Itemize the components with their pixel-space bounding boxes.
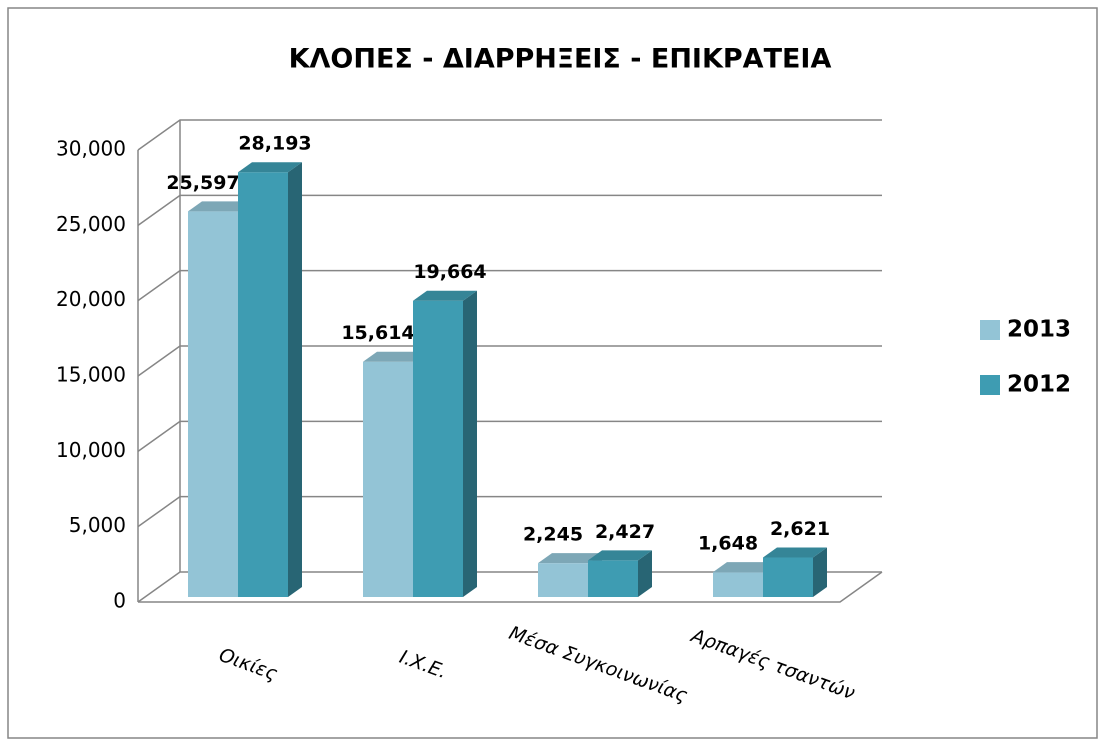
data-label: 19,664 (413, 261, 486, 283)
y-tick-label: 0 (113, 589, 126, 613)
bar-top (188, 201, 252, 212)
chart-border (7, 7, 1098, 739)
grid-line (137, 194, 882, 226)
legend-label: 2012 (1007, 372, 1071, 398)
bar-front (188, 211, 238, 597)
grid-line (137, 269, 882, 302)
bar-top (588, 550, 652, 561)
bar-top (363, 351, 427, 362)
y-tick-label: 30,000 (56, 137, 126, 161)
legend-swatch (980, 375, 1000, 395)
bar-side (813, 547, 827, 597)
grid-line (137, 495, 882, 528)
bar-side (463, 290, 477, 597)
bar-front (363, 361, 413, 597)
bar-front (238, 172, 288, 597)
data-label: 2,245 (523, 524, 583, 546)
bar-top (413, 290, 477, 301)
bar-top (538, 553, 602, 564)
data-label: 1,648 (698, 533, 758, 555)
bar-top (763, 547, 827, 558)
bar-side (638, 550, 652, 597)
data-label: 15,614 (341, 322, 414, 344)
y-tick-label: 15,000 (56, 363, 126, 387)
floor (138, 571, 883, 603)
legend-swatch (980, 320, 1000, 340)
data-label: 2,621 (770, 518, 830, 540)
data-label: 25,597 (166, 172, 239, 194)
bar-front (763, 557, 813, 597)
grid-line (137, 345, 882, 377)
bar-front (413, 300, 463, 597)
y-tick-label: 5,000 (69, 513, 126, 537)
bar-front (713, 572, 763, 597)
bar-top (238, 162, 302, 173)
bar-front (588, 560, 638, 597)
y-tick-label: 20,000 (56, 287, 126, 311)
y-tick-label: 25,000 (56, 212, 126, 236)
bar-side (288, 162, 302, 597)
y-tick-label: 10,000 (56, 438, 126, 462)
bar-top (713, 562, 777, 573)
data-label: 2,427 (595, 521, 655, 543)
grid-line (137, 119, 882, 151)
data-label: 28,193 (238, 133, 311, 155)
bar-front (538, 563, 588, 597)
grid-line (137, 420, 882, 452)
chart-title: ΚΛΟΠΕΣ - ΔΙΑΡΡΗΞΕΙΣ - ΕΠΙΚΡΑΤΕΙΑ (289, 44, 832, 75)
legend-label: 2013 (1007, 317, 1071, 343)
